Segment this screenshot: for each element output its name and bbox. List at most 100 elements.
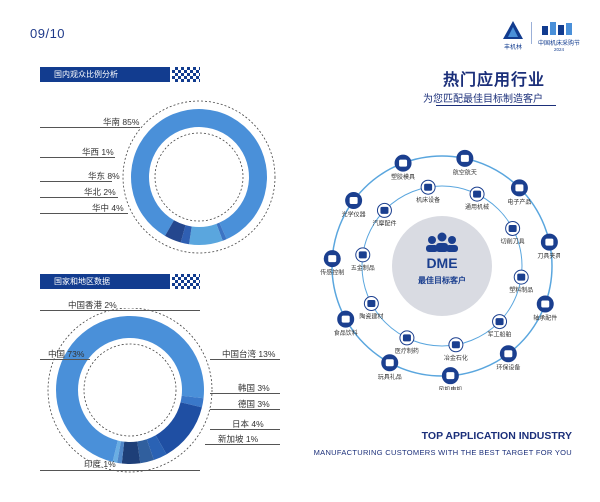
industry-label: 塑料制品 [509,286,533,294]
industry-glyph-icon [541,300,550,308]
leader-line [40,197,118,198]
industry-glyph-icon [473,190,482,198]
industry-label: 军工船舶 [488,331,512,339]
donut-slice [121,441,141,464]
industry-label: 刀具夹具 [537,252,560,260]
industry-glyph-icon [446,372,455,380]
hub-center-disc [392,216,492,316]
industry-glyph-icon [341,315,350,323]
subtitle-underline [436,105,556,106]
industry-glyph-icon [349,196,358,204]
industry-label: 光学仪器 [342,210,366,218]
donut-slice [165,220,186,243]
donut-slice [216,222,227,241]
industry-glyph-icon [451,341,460,349]
region-label-taiwan: 中国台湾 13% [222,349,276,359]
donut-inner-dashed-ring [83,343,177,437]
regions-heading-text: 国家和地区数据 [54,277,110,286]
industry-label: 轴承配件 [533,314,557,322]
donut-slice [137,439,154,464]
brand-logo-left: 丰机林 [498,20,528,51]
region-label-india: 印度 1% [84,459,116,469]
industry-glyph-icon [402,334,411,342]
center-brand-text: DME [426,255,457,271]
industry-glyph-icon [508,224,517,232]
leader-line [210,359,280,360]
leader-line [40,157,115,158]
leader-line [205,444,280,445]
donut-outer-dashed-ring [47,308,213,473]
donut-slice [189,223,223,245]
industry-glyph-icon [424,183,433,191]
domestic-label-west: 华西 1% [82,147,114,157]
leader-line [40,181,112,182]
checker-decoration [172,274,200,289]
industries-title: 热门应用行业 [442,72,545,89]
domestic-label-central: 华中 4% [92,203,124,213]
donut-inner-dashed-ring [154,132,244,222]
brand-name-left: 丰机林 [503,45,522,51]
region-label-germany: 德国 3% [238,399,270,409]
leader-line [210,409,280,410]
domestic-label-north: 华北 2% [84,187,116,197]
industry-label: 机床设备 [416,196,440,204]
leader-line [40,359,90,360]
industry-label: 汽摩配件 [372,219,396,227]
industry-glyph-icon [358,251,367,259]
industry-label: 食品饮料 [334,329,358,337]
leader-line [210,393,280,394]
donut-slice [146,435,167,461]
english-title: TOP APPLICATION INDUSTRY [421,430,572,442]
donut-outer-dashed-ring [122,100,276,254]
industry-label: 塑胶模具 [391,173,415,181]
domestic-label-south: 华南 85% [103,117,140,127]
region-label-china: 中国 73% [48,349,85,359]
industry-label: 玩具礼品 [378,373,402,381]
triangle-logo-icon [503,21,523,39]
industry-glyph-icon [515,184,524,192]
industry-glyph-icon [504,350,513,358]
hub-nodes: 航空航天电子产品刀具夹具轴承配件环保设备风机电机 玩具礼品 食品饮料 传感控制 光学仪器… [320,149,560,390]
domestic-label-east: 华东 8% [88,171,120,181]
industry-glyph-icon [495,318,504,326]
donut-slice [56,316,204,462]
brand-logo-right: 中国机床采购节 2024 [533,20,585,52]
regions-donut-chart [47,308,213,473]
donut-slice [155,402,202,455]
industry-label: 航空航天 [453,168,477,176]
leader-line [210,429,280,430]
logo-divider [531,22,532,44]
domestic-heading-text: 国内观众比例分析 [54,70,118,79]
page-number: 09/10 [30,26,66,41]
industry-hub-diagram: 航空航天电子产品刀具夹具轴承配件环保设备风机电机 玩具礼品 食品饮料 传感控制 光学仪器… [320,149,560,390]
domestic-donut-slices [131,108,268,245]
industry-label: 通用机械 [465,203,489,211]
brand-year: 2024 [553,47,564,52]
industry-glyph-icon [367,300,376,308]
industry-label: 医疗制药 [395,347,419,355]
industry-glyph-icon [380,206,389,214]
donut-slice [180,225,192,245]
industry-glyph-icon [460,154,469,162]
industry-glyph-icon [328,255,337,263]
industry-label: 五金制品 [351,264,375,272]
leader-line [40,470,200,471]
leader-line [40,213,128,214]
festival-logo-icon [542,22,572,35]
donut-slice [112,440,121,463]
center-label-text: 最佳目标客户 [418,275,466,285]
donut-slice [117,441,125,464]
regions-section-heading: 国家和地区数据 [40,274,200,289]
english-subtitle: MANUFACTURING CUSTOMERS WITH THE BEST TA… [313,448,572,457]
industry-label: 切削刀具 [501,237,525,245]
region-label-japan: 日本 4% [232,419,264,429]
industries-subtitle: 为您匹配最佳目标制造客户 [423,94,543,105]
brand-name-right: 中国机床采购节 [537,41,580,47]
checker-decoration [172,67,200,82]
domestic-section-heading: 国内观众比例分析 [40,67,200,82]
people-icon [426,232,458,252]
industry-glyph-icon [399,159,408,167]
industry-label: 冶金石化 [444,354,468,362]
donut-slice [180,395,204,408]
leader-line [40,310,200,311]
